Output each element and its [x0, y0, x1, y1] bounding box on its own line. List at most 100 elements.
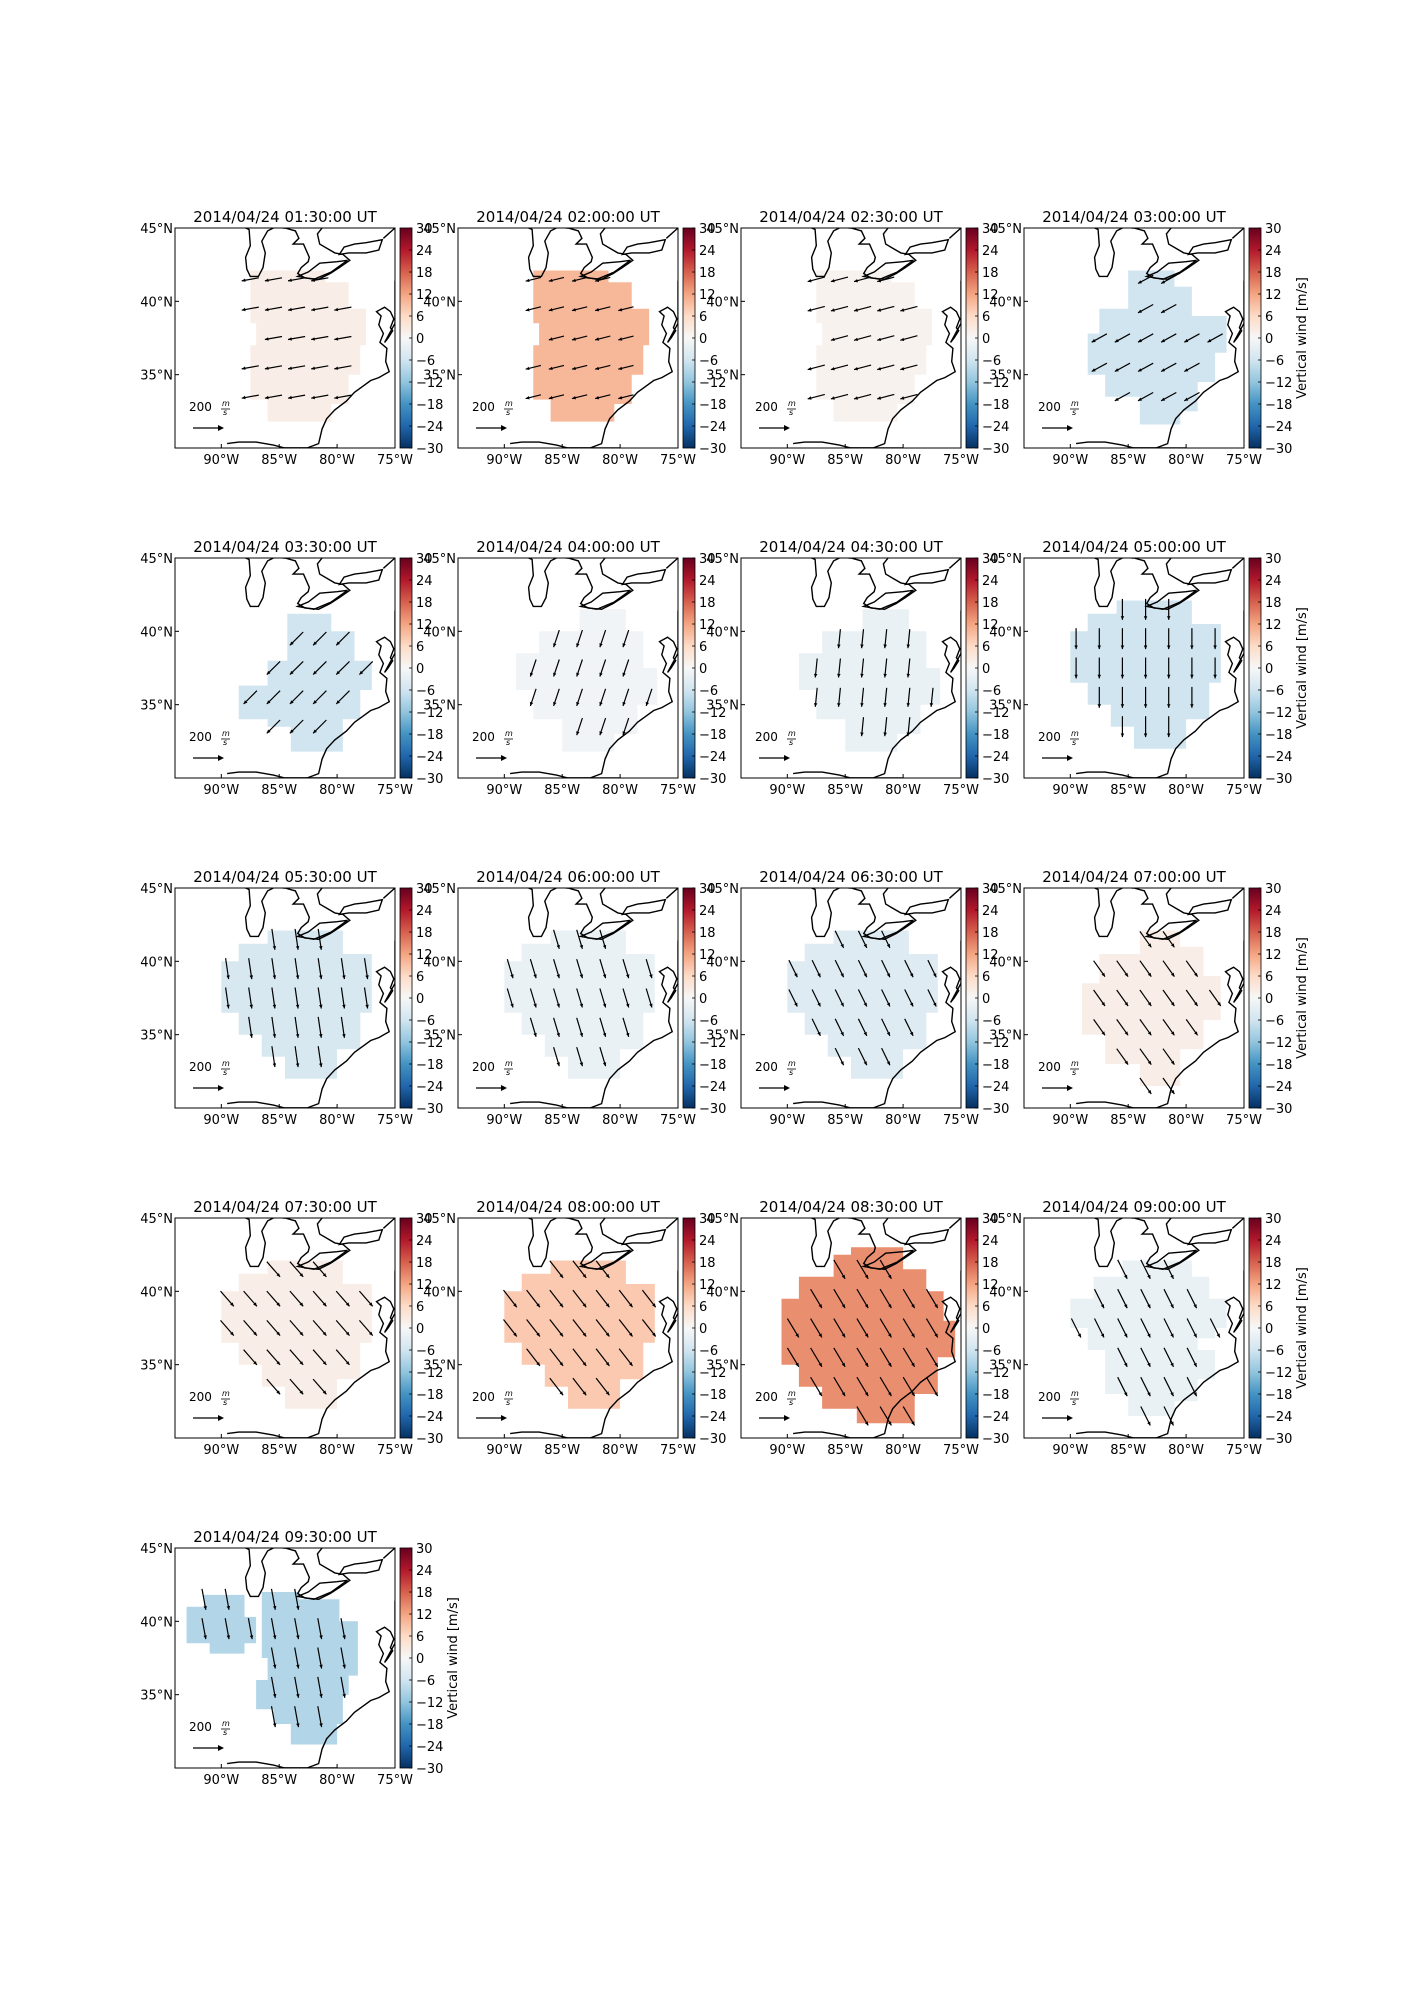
reference-vector-unit-den: s [506, 1068, 510, 1077]
wind-arrow [599, 717, 607, 736]
x-tick-label: 80°W [885, 1443, 921, 1458]
lake-erie-outline [578, 1249, 631, 1271]
colorbar-tick-label: 0 [416, 1652, 424, 1667]
colorbar-tick-label: −24 [982, 750, 1009, 765]
x-tick-label: 90°W [203, 453, 239, 468]
colorbar-tick-label: 24 [699, 1234, 716, 1249]
wind-arrow [312, 1320, 327, 1336]
colorbar-tick-label: −18 [416, 1388, 443, 1403]
x-tick-label: 85°W [1110, 783, 1146, 798]
map-area [186, 1548, 395, 1768]
colorbar-tick-label: −18 [1265, 1058, 1292, 1073]
wind-arrow [525, 364, 542, 370]
wind-arrow [335, 660, 350, 676]
colorbar-tick-label: −18 [416, 728, 443, 743]
map-area [220, 1218, 395, 1438]
x-tick-label: 75°W [1226, 453, 1262, 468]
colorbar-tick-label: 12 [982, 618, 999, 633]
lake-erie-outline [295, 919, 348, 941]
wind-arrow [599, 988, 607, 1008]
great-lakes-outline [565, 558, 634, 611]
x-tick-label: 85°W [1110, 453, 1146, 468]
wind-arrow [1140, 1259, 1151, 1280]
lake-michigan-outline [527, 228, 557, 278]
wind-arrow [317, 987, 323, 1009]
wind-arrow [810, 1376, 823, 1397]
reference-vector-unit-num: m [1071, 1389, 1079, 1398]
wind-arrow [266, 1290, 281, 1307]
colorbar-tick-label: −30 [1265, 1432, 1292, 1447]
colorbar-tick-label: 12 [982, 948, 999, 963]
wind-arrow [786, 1347, 800, 1368]
wind-arrow [856, 1347, 869, 1368]
x-tick-label: 75°W [1226, 783, 1262, 798]
reference-vector-unit-den: s [506, 738, 510, 747]
lake-ontario-outline [903, 568, 950, 586]
wind-arrow [553, 988, 560, 1008]
wind-arrow [1137, 274, 1154, 285]
wind-arrow [1184, 391, 1200, 402]
axes-frame [174, 557, 396, 779]
wind-arrow [264, 306, 283, 312]
wind-arrow [1143, 628, 1148, 650]
wind-arrow [925, 1347, 939, 1368]
wind-arrow [906, 717, 911, 737]
colorbar-tick-label: 18 [982, 1256, 999, 1271]
map-area [503, 1218, 678, 1438]
wind-arrow [571, 335, 588, 341]
wind-arrow [553, 929, 560, 949]
wind-arrow [1185, 989, 1199, 1007]
wind-arrow [553, 688, 560, 707]
lake-michigan-outline [527, 888, 557, 938]
y-tick-label: 35°N [140, 1029, 173, 1044]
x-tick-label: 75°W [377, 1773, 413, 1788]
wind-arrow [576, 659, 583, 677]
wind-arrow [576, 1047, 584, 1067]
wind-arrow [1163, 1376, 1175, 1397]
wind-arrow [883, 717, 888, 737]
reference-vector-unit-num: m [222, 399, 230, 408]
wind-arrow [830, 393, 849, 400]
great-lakes-outline [848, 558, 917, 611]
lake-ontario-outline [337, 1228, 384, 1246]
colorbar-tick-label: −6 [1265, 1344, 1284, 1359]
wind-arrow [287, 394, 306, 400]
axes-frame [457, 227, 679, 449]
colorbar-tick-label: −18 [699, 398, 726, 413]
wind-arrow [553, 1017, 560, 1037]
colorbar-tick-label: 18 [1265, 1256, 1282, 1271]
wind-arrow [294, 958, 300, 980]
colorbar-tick-label: −30 [416, 1102, 443, 1117]
colorbar-tick-label: −18 [982, 1388, 1009, 1403]
coastline [1076, 280, 1244, 448]
wind-arrow [270, 1647, 277, 1669]
x-tick-label: 90°W [203, 1113, 239, 1128]
lake-erie-outline [1144, 589, 1197, 611]
lake-michigan-outline [1093, 1218, 1123, 1268]
y-tick-label: 40°N [989, 295, 1022, 310]
wind-arrow [881, 989, 891, 1007]
x-tick-label: 75°W [943, 1113, 979, 1128]
wind-arrow [925, 1288, 939, 1309]
wind-arrow [1162, 1019, 1175, 1036]
reference-vector: 200 ms [1038, 1059, 1079, 1091]
x-tick-label: 85°W [827, 453, 863, 468]
colorbar: 30 24 18 12 6 0 −6 −12 −18 −24 −30 [399, 222, 443, 457]
y-tick-label: 45°N [989, 1212, 1022, 1227]
wind-arrow [576, 1017, 584, 1037]
wind-arrow [294, 1016, 300, 1038]
colorbar-tick-label: −12 [1265, 1036, 1292, 1051]
wind-arrow [529, 959, 537, 979]
reference-vector: 200 ms [189, 729, 230, 761]
x-tick-label: 90°W [486, 783, 522, 798]
colorbar-tick-label: 6 [1265, 640, 1273, 655]
wind-arrow [526, 1319, 541, 1337]
axes-frame [740, 557, 962, 779]
wind-arrow [1117, 1288, 1128, 1309]
wind-arrow [340, 958, 346, 980]
wind-arrow [264, 365, 283, 370]
wind-arrow [264, 277, 283, 282]
colorbar-tick-label: 0 [982, 1322, 990, 1337]
colorbar-tick-label: 24 [416, 574, 433, 589]
colorbar-tick-label: 0 [982, 662, 990, 677]
